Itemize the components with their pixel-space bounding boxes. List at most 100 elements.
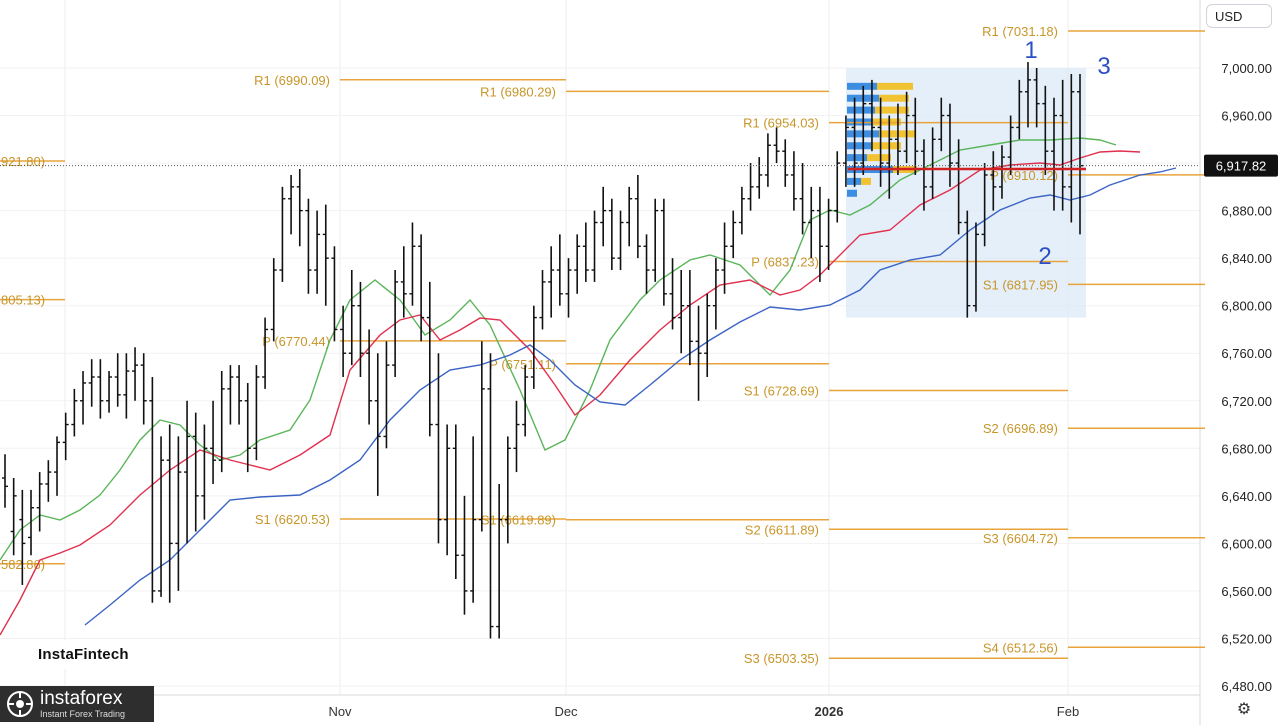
ohlc-bar bbox=[851, 97, 858, 187]
pivot-levels: R1 (6990.09) R1 (6980.29) R1 (6954.03) R1 (… bbox=[0, 24, 1205, 666]
ohlc-bar bbox=[860, 85, 867, 175]
ohlc-bar bbox=[747, 163, 754, 211]
ohlc-bar bbox=[990, 151, 997, 211]
ohlc-bar bbox=[357, 281, 364, 377]
time-axis: Nov Dec 2026 Feb bbox=[328, 704, 1079, 719]
ohlc-bar bbox=[218, 371, 225, 473]
ohlc-bar bbox=[903, 91, 910, 164]
ohlc-bar bbox=[617, 210, 624, 271]
ohlc-bar bbox=[288, 174, 295, 235]
ohlc-bar bbox=[964, 210, 971, 318]
pivot-level-label: P (6770.44) bbox=[262, 334, 330, 349]
ohlc-bar bbox=[886, 115, 893, 199]
ohlc-bar bbox=[244, 382, 251, 473]
ohlc-bar bbox=[452, 424, 459, 580]
volume-profile-bar-down bbox=[879, 94, 909, 102]
ohlc-bar bbox=[652, 198, 659, 282]
pivot-level-label: S1 (6620.53) bbox=[255, 512, 330, 527]
ohlc-bar bbox=[548, 246, 555, 318]
price-axis: 7,000.006,960.006,920.006,880.006,840.00… bbox=[1204, 61, 1278, 694]
moving-average-slow bbox=[84, 167, 1177, 626]
volume-profile-bar-up bbox=[847, 154, 867, 162]
ohlc-bar bbox=[946, 103, 953, 187]
price-tick-label: 6,880.00 bbox=[1221, 204, 1272, 219]
ohlc-bar bbox=[71, 388, 78, 437]
ohlc-bar bbox=[608, 198, 615, 271]
ohlc-bar bbox=[28, 489, 35, 556]
ohlc-bar bbox=[366, 329, 373, 425]
ohlc-bar bbox=[1016, 79, 1023, 140]
price-tick-label: 6,800.00 bbox=[1221, 299, 1272, 314]
wave-label-2: 2 bbox=[1038, 243, 1051, 270]
price-tick-label: 6,600.00 bbox=[1221, 536, 1272, 551]
price-tick-label: 6,560.00 bbox=[1221, 584, 1272, 599]
ohlc-bar bbox=[513, 400, 520, 473]
ohlc-bar bbox=[782, 139, 789, 187]
ohlc-bar bbox=[496, 483, 503, 639]
ohlc-bar bbox=[686, 270, 693, 366]
ohlc-bar bbox=[842, 115, 849, 187]
ohlc-bar bbox=[721, 222, 728, 294]
ohlc-bar bbox=[262, 317, 269, 389]
pivot-level-label: S4 (6512.56) bbox=[983, 640, 1058, 655]
ohlc-bar bbox=[574, 234, 581, 294]
grid-lines bbox=[0, 0, 1201, 725]
instaforex-logo: instaforex Instant Forex Trading bbox=[0, 686, 154, 722]
ohlc-bar bbox=[478, 341, 485, 532]
ohlc-bar bbox=[374, 353, 381, 496]
time-tick-label: Nov bbox=[328, 704, 352, 719]
pivot-level-label: S3 (6604.72) bbox=[983, 531, 1058, 546]
ohlc-bar bbox=[912, 97, 919, 175]
wave-labels: 1 2 3 bbox=[1024, 37, 1110, 270]
ohlc-bar bbox=[756, 157, 763, 199]
ohlc-bar bbox=[88, 359, 95, 407]
watermark-label: InstaFintech bbox=[38, 646, 129, 663]
ohlc-bar bbox=[504, 436, 511, 544]
settings-gear-icon[interactable]: ⚙ bbox=[1236, 701, 1252, 718]
ohlc-bar bbox=[296, 169, 303, 247]
currency-selector[interactable]: USD bbox=[1206, 4, 1272, 28]
volume-profile-bar-up bbox=[847, 106, 875, 114]
ohlc-bar bbox=[383, 341, 390, 449]
ohlc-bars bbox=[2, 62, 1083, 639]
ohlc-bar bbox=[834, 151, 841, 223]
ohlc-bar bbox=[175, 436, 182, 591]
brand-tagline: Instant Forex Trading bbox=[40, 709, 126, 719]
ohlc-bar bbox=[764, 133, 771, 187]
ohlc-bar bbox=[1007, 115, 1014, 175]
last-price-line bbox=[0, 165, 1200, 171]
ohlc-bar bbox=[279, 186, 286, 282]
ohlc-bar bbox=[955, 139, 962, 235]
ohlc-bar bbox=[773, 127, 780, 164]
ohlc-bar bbox=[114, 353, 121, 407]
ohlc-bar bbox=[470, 436, 477, 603]
ohlc-bar bbox=[314, 210, 321, 294]
pivot-level-label: 921.80) bbox=[1, 154, 45, 169]
price-tick-label: 6,840.00 bbox=[1221, 251, 1272, 266]
ohlc-bar bbox=[253, 365, 260, 461]
ohlc-bar bbox=[877, 97, 884, 187]
ohlc-bar bbox=[678, 270, 685, 354]
ohlc-bar bbox=[704, 293, 711, 377]
ohlc-bar bbox=[236, 365, 243, 425]
pivot-level-label: R1 (6990.09) bbox=[254, 73, 330, 88]
ohlc-bar bbox=[184, 400, 191, 544]
ohlc-bar bbox=[816, 186, 823, 282]
price-tick-label: 6,720.00 bbox=[1221, 394, 1272, 409]
ohlc-bar bbox=[1042, 85, 1049, 175]
ohlc-bar bbox=[920, 139, 927, 211]
volume-profile-bar-down bbox=[877, 82, 913, 90]
time-tick-label: Dec bbox=[554, 704, 578, 719]
volume-profile-bar-down bbox=[875, 106, 909, 114]
ohlc-bar bbox=[825, 198, 832, 271]
ohlc-bar bbox=[2, 454, 8, 508]
ohlc-bar bbox=[1068, 73, 1075, 223]
ohlc-bar bbox=[331, 246, 338, 342]
pivot-level-label: S2 (6611.89) bbox=[745, 522, 819, 537]
ohlc-bar bbox=[790, 151, 797, 211]
ohlc-bar bbox=[166, 424, 173, 603]
ohlc-bar bbox=[97, 359, 104, 419]
ohlc-bar bbox=[938, 97, 945, 152]
wave-label-3: 3 bbox=[1097, 53, 1110, 80]
